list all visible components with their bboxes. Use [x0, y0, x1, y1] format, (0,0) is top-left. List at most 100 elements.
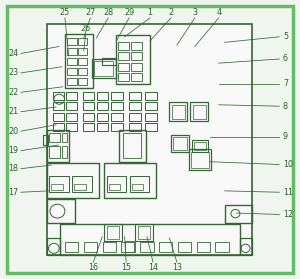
- Bar: [159, 242, 172, 252]
- Text: 27: 27: [85, 8, 95, 17]
- Bar: [92, 59, 116, 78]
- Bar: [52, 184, 63, 190]
- Text: 11: 11: [283, 188, 293, 197]
- Bar: [97, 92, 109, 100]
- Bar: [145, 113, 157, 121]
- Bar: [53, 102, 64, 110]
- Text: 8: 8: [283, 102, 288, 111]
- Bar: [178, 242, 191, 252]
- Bar: [78, 48, 87, 56]
- Bar: [65, 34, 93, 88]
- Bar: [189, 149, 211, 170]
- Text: 23: 23: [8, 68, 19, 77]
- Text: 2: 2: [168, 8, 173, 17]
- Bar: [112, 102, 123, 110]
- Text: 1: 1: [148, 8, 152, 17]
- Bar: [129, 123, 141, 131]
- Bar: [193, 105, 206, 119]
- Bar: [78, 38, 87, 45]
- Text: 9: 9: [283, 132, 288, 141]
- Bar: [66, 92, 77, 100]
- Text: 25: 25: [60, 8, 70, 17]
- Bar: [124, 241, 134, 252]
- Bar: [173, 137, 187, 150]
- Text: 22: 22: [8, 88, 19, 97]
- Bar: [104, 224, 122, 241]
- Bar: [72, 175, 92, 192]
- Text: 28: 28: [103, 8, 113, 17]
- Bar: [67, 58, 76, 65]
- Bar: [53, 123, 64, 131]
- Text: 4: 4: [216, 8, 221, 17]
- Bar: [135, 224, 153, 241]
- Bar: [190, 102, 208, 121]
- Bar: [130, 42, 142, 50]
- Text: 7: 7: [283, 80, 288, 88]
- Bar: [112, 123, 123, 131]
- Bar: [103, 242, 116, 252]
- Bar: [129, 113, 141, 121]
- Bar: [67, 68, 76, 75]
- Bar: [47, 199, 75, 223]
- Bar: [192, 140, 208, 152]
- Bar: [196, 242, 210, 252]
- Bar: [83, 123, 94, 131]
- Bar: [50, 175, 69, 192]
- Bar: [53, 113, 64, 121]
- Bar: [53, 92, 64, 100]
- Text: 13: 13: [172, 263, 182, 272]
- Bar: [62, 146, 67, 158]
- Bar: [138, 226, 150, 239]
- Bar: [140, 242, 154, 252]
- Text: 29: 29: [124, 8, 134, 17]
- Bar: [225, 205, 251, 223]
- Bar: [240, 238, 251, 255]
- Bar: [78, 68, 87, 75]
- Bar: [169, 102, 187, 121]
- Bar: [122, 133, 141, 158]
- Bar: [130, 52, 142, 60]
- Bar: [102, 57, 116, 64]
- Bar: [67, 48, 76, 56]
- Bar: [60, 224, 240, 255]
- Bar: [116, 35, 150, 84]
- Bar: [97, 113, 109, 121]
- Bar: [121, 242, 135, 252]
- Text: 15: 15: [121, 263, 131, 272]
- Bar: [66, 123, 77, 131]
- Bar: [47, 238, 60, 255]
- Bar: [47, 163, 99, 198]
- Text: 20: 20: [8, 127, 19, 136]
- Text: 18: 18: [9, 164, 19, 173]
- Bar: [65, 242, 78, 252]
- Bar: [94, 61, 113, 76]
- Bar: [67, 78, 76, 85]
- Bar: [132, 184, 143, 190]
- Text: 10: 10: [283, 160, 293, 169]
- Bar: [112, 113, 123, 121]
- Bar: [62, 133, 67, 142]
- Bar: [171, 135, 189, 152]
- Bar: [97, 102, 109, 110]
- Text: 17: 17: [8, 188, 19, 197]
- Bar: [118, 130, 146, 162]
- Bar: [130, 175, 149, 192]
- Bar: [47, 130, 69, 162]
- Bar: [47, 24, 251, 255]
- Bar: [43, 134, 48, 145]
- Bar: [83, 92, 94, 100]
- Text: 19: 19: [8, 146, 19, 155]
- Bar: [145, 102, 157, 110]
- Bar: [118, 42, 129, 50]
- Text: 3: 3: [192, 8, 197, 17]
- Bar: [112, 92, 123, 100]
- Text: 21: 21: [8, 107, 19, 116]
- Bar: [83, 113, 94, 121]
- Text: 6: 6: [283, 54, 288, 64]
- Bar: [74, 184, 86, 190]
- Bar: [172, 105, 184, 119]
- Bar: [83, 102, 94, 110]
- Bar: [191, 152, 208, 168]
- Bar: [130, 73, 142, 81]
- Bar: [84, 242, 97, 252]
